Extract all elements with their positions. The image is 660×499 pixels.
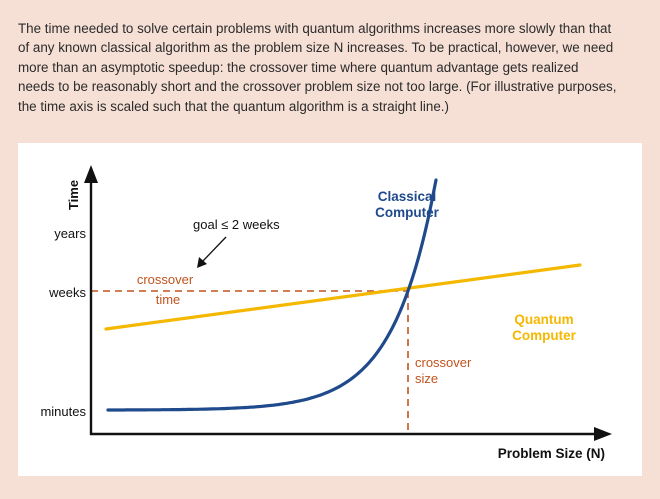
y-tick-label-years: years	[54, 226, 86, 241]
crossover-size-label-line2: size	[415, 371, 438, 386]
y-tick-label-weeks: weeks	[48, 285, 86, 300]
x-axis-label: Problem Size (N)	[498, 446, 605, 461]
quantum-series-label-line1: Quantum	[514, 312, 573, 327]
chart: years weeks minutes Time Problem Size (N…	[40, 165, 612, 461]
goal-arrow-line	[201, 236, 227, 263]
chart-panel: years weeks minutes Time Problem Size (N…	[18, 143, 642, 476]
y-tick-label-minutes: minutes	[40, 404, 86, 419]
goal-arrow-head	[197, 257, 207, 268]
quantum-series-label-line2: Computer	[512, 328, 576, 343]
y-axis-arrow	[84, 165, 98, 183]
crossover-time-label-line2: time	[156, 292, 181, 307]
classical-series-line	[106, 178, 438, 412]
x-axis-arrow	[594, 427, 612, 441]
figure-caption: The time needed to solve certain problem…	[18, 21, 617, 114]
crossover-time-label-line1: crossover	[137, 272, 194, 287]
classical-series-label-line1: Classical	[378, 189, 437, 204]
goal-annotation: goal ≤ 2 weeks	[193, 217, 280, 232]
crossover-size-label-line1: crossover	[415, 355, 472, 370]
y-axis-label: Time	[66, 180, 81, 210]
classical-series-label-line2: Computer	[375, 205, 439, 220]
quantum-series-line	[104, 263, 582, 331]
